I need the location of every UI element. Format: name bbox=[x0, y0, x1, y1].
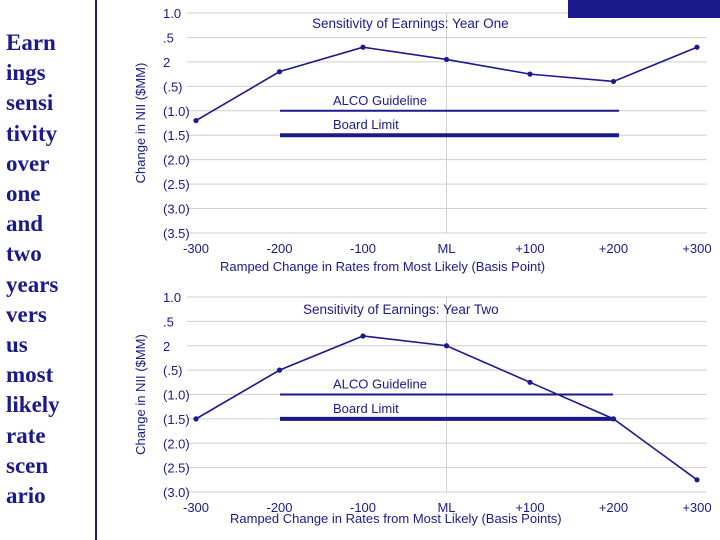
year-two-y-tick-label: (1.5) bbox=[163, 412, 190, 427]
year-two-x-tick-label: -200 bbox=[266, 500, 292, 515]
year-one-x-tick-label: +100 bbox=[515, 241, 544, 256]
year-two-x-tick-label: -100 bbox=[350, 500, 376, 515]
year-one-data-point bbox=[694, 44, 700, 50]
year-two-y-tick-label: (2.5) bbox=[163, 461, 190, 476]
chart-area: 1.0 .5 2 (.5) (1.0) (1.5) (2.0) (2.5) (3.0) (3.5)… bbox=[97, 0, 720, 540]
year-one-x-tick-label: +200 bbox=[599, 241, 628, 256]
year-two-data-point bbox=[193, 416, 199, 422]
year-two-ref-label-board-limit: Board Limit bbox=[333, 401, 399, 416]
year-one-x-tick-label: +300 bbox=[682, 241, 711, 256]
year-two-data-point bbox=[610, 416, 617, 422]
year-one-x-axis-label: Ramped Change in Rates from Most Likely … bbox=[220, 259, 545, 274]
slide-title-panel: Earn ings sensi tivity over one and two … bbox=[0, 0, 95, 540]
year-one-x-tick-label: -200 bbox=[266, 241, 292, 256]
year-one-x-tick-label: -300 bbox=[183, 241, 209, 256]
year-two-data-point bbox=[276, 367, 283, 373]
year-one-title: Sensitivity of Earnings: Year One bbox=[312, 16, 509, 31]
year-one-x-tick-label: ML bbox=[437, 241, 455, 256]
year-two-y-tick-label: .5 bbox=[163, 314, 174, 329]
year-one-y-tick-label: (2.0) bbox=[163, 153, 190, 168]
year-two-y-axis-label: Change in NII ($MM) bbox=[133, 334, 148, 455]
year-two-x-tick-label: ML bbox=[437, 500, 455, 515]
year-one-data-point bbox=[276, 69, 283, 75]
year-one-y-tick-label: (3.0) bbox=[163, 202, 190, 217]
year-one-y-tick-label: 2 bbox=[163, 55, 170, 70]
year-two-y-tick-label: (2.0) bbox=[163, 436, 190, 451]
year-one-ref-label-board-limit: Board Limit bbox=[333, 117, 399, 132]
year-one-y-tick-label: (3.5) bbox=[163, 226, 190, 241]
year-one-y-tick-label: (.5) bbox=[163, 79, 183, 94]
slide-title: Earn ings sensi tivity over one and two … bbox=[6, 30, 60, 509]
year-one-y-axis-label: Change in NII ($MM) bbox=[133, 63, 148, 184]
year-two-title: Sensitivity of Earnings: Year Two bbox=[303, 302, 499, 317]
year-one-y-tick-label: .5 bbox=[163, 30, 174, 45]
year-one-data-point bbox=[193, 117, 199, 124]
year-one-x-tick-label: -100 bbox=[350, 241, 376, 256]
year-two-y-tick-label: (1.0) bbox=[163, 388, 190, 403]
year-one-chart: 1.0 .5 2 (.5) (1.0) (1.5) (2.0) (2.5) (3.0) (3.5)… bbox=[133, 6, 712, 274]
year-one-data-point bbox=[610, 78, 617, 85]
year-two-data-point bbox=[360, 333, 366, 339]
year-one-y-tick-label: (2.5) bbox=[163, 177, 190, 192]
year-two-x-axis-label: Ramped Change in Rates from Most Likely … bbox=[230, 511, 562, 526]
year-one-data-point bbox=[360, 44, 366, 50]
year-one-y-tick-label: (1.5) bbox=[163, 128, 190, 143]
year-one-y-tick-label: (1.0) bbox=[163, 104, 190, 119]
year-one-y-tick-label: 1.0 bbox=[163, 6, 181, 21]
year-two-data-point bbox=[443, 343, 450, 349]
year-two-y-tick-label: (3.0) bbox=[163, 485, 190, 500]
year-two-x-tick-label: +100 bbox=[515, 500, 544, 515]
year-two-y-tick-label: 1.0 bbox=[163, 290, 181, 305]
year-two-data-point bbox=[527, 379, 533, 385]
year-one-ref-label-alco-guideline: ALCO Guideline bbox=[333, 93, 427, 108]
year-one-data-point bbox=[527, 71, 533, 77]
year-two-y-tick-label: (.5) bbox=[163, 363, 183, 378]
year-two-data-point bbox=[694, 477, 700, 483]
year-two-x-tick-label: +200 bbox=[599, 500, 628, 515]
year-two-ref-label-alco-guideline: ALCO Guideline bbox=[333, 377, 427, 392]
year-one-data-point bbox=[443, 56, 450, 63]
year-two-x-tick-label: +300 bbox=[682, 500, 711, 515]
year-two-y-tick-label: 2 bbox=[163, 339, 170, 354]
year-two-chart: 1.0 .5 2 (.5) (1.0) (1.5) (2.0) (2.5) (3.0)-300 -… bbox=[133, 290, 712, 526]
corner-decoration bbox=[568, 0, 720, 18]
year-two-x-tick-label: -300 bbox=[183, 500, 209, 515]
